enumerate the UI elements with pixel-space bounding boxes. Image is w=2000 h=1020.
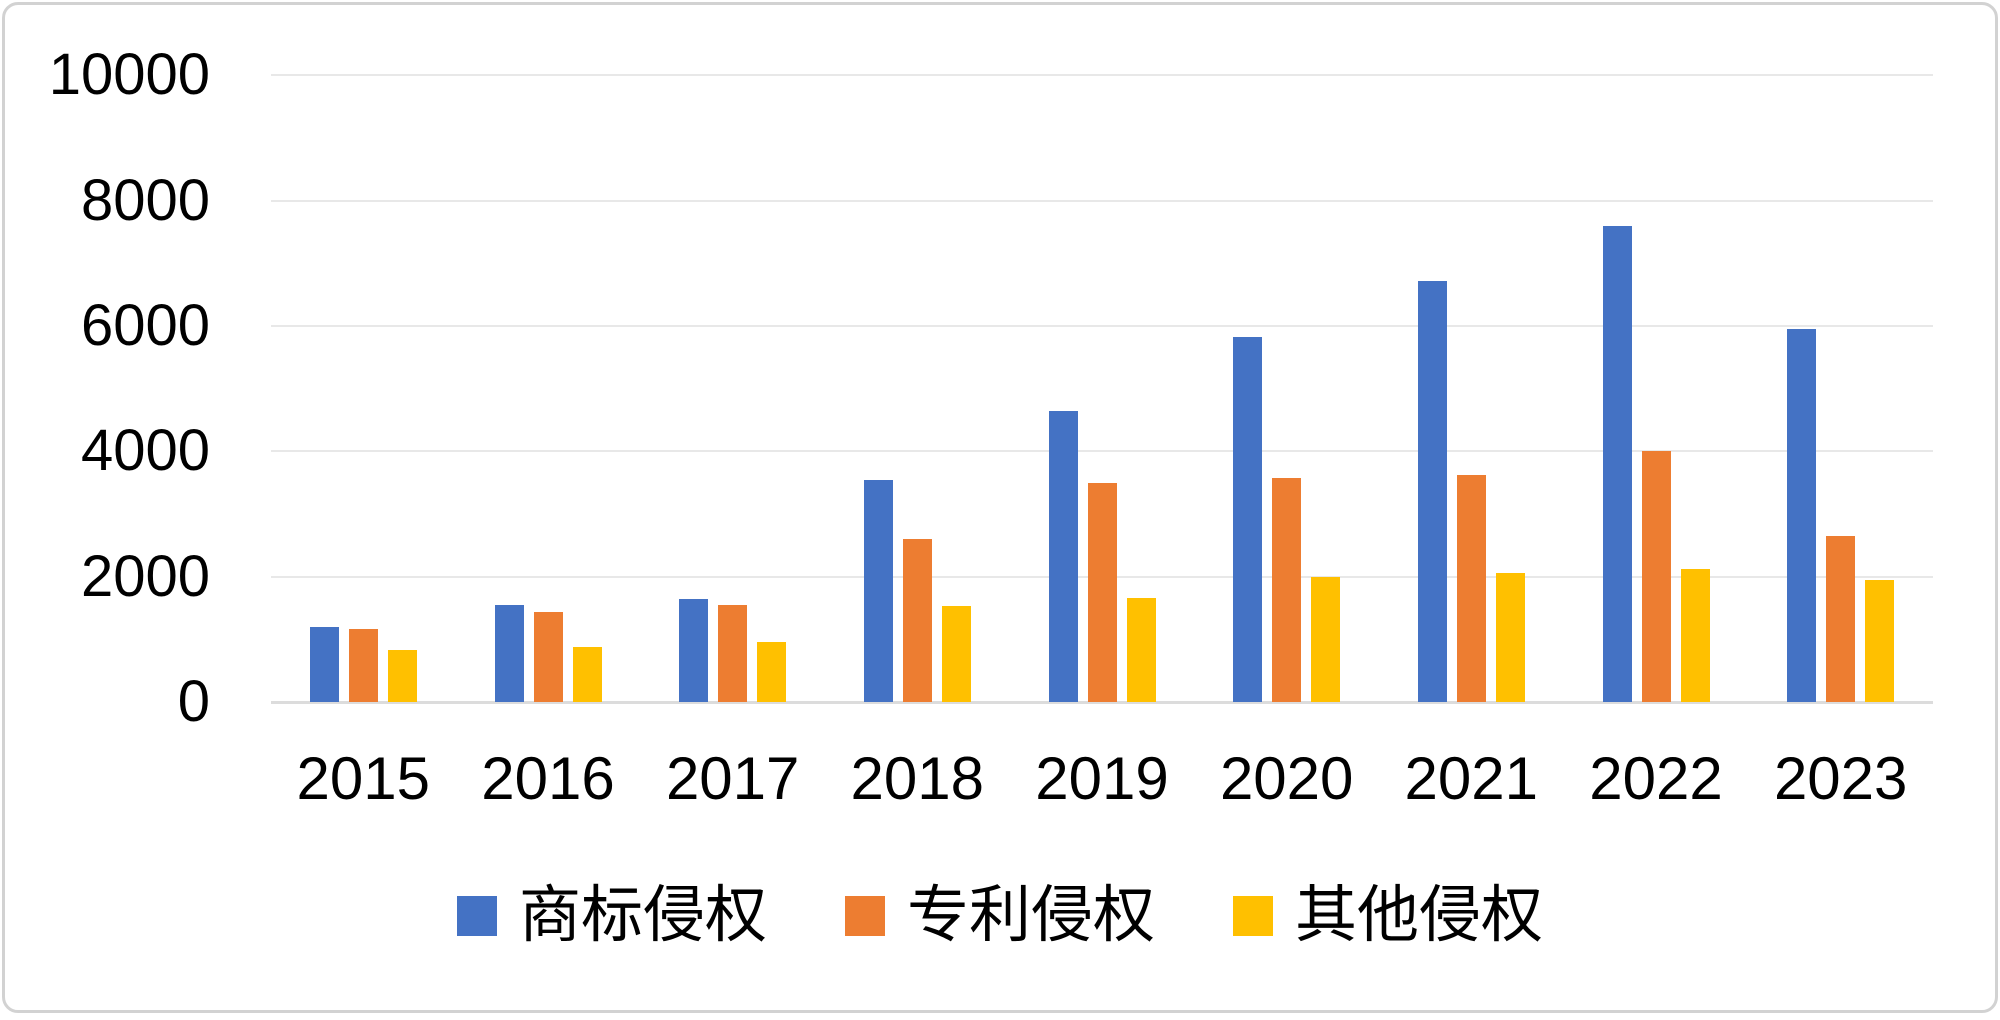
bar-other-2023 — [1865, 580, 1895, 703]
y-axis-tick-label-2000: 2000 — [80, 543, 210, 609]
chart-legend: 商标侵权 专利侵权 其他侵权 — [5, 883, 1995, 949]
bar-other-2017 — [757, 642, 787, 703]
x-axis-label-2016: 2016 — [481, 745, 615, 812]
x-axis-line — [271, 700, 1933, 704]
legend-swatch-patent — [844, 896, 885, 936]
bar-patent-2023 — [1826, 536, 1856, 703]
bar-trademark-2022 — [1602, 225, 1632, 703]
gridline-6000 — [271, 325, 1933, 327]
x-axis-label-2022: 2022 — [1589, 745, 1723, 812]
x-axis-label-2020: 2020 — [1219, 745, 1354, 812]
y-axis-tick-label-8000: 8000 — [80, 167, 210, 233]
bar-patent-2020 — [1272, 478, 1302, 703]
bar-patent-2021 — [1456, 474, 1486, 703]
gridline-10000 — [271, 74, 1933, 76]
bar-trademark-2023 — [1787, 329, 1817, 703]
bar-patent-2019 — [1087, 482, 1117, 703]
x-axis-label-2019: 2019 — [1035, 745, 1169, 812]
legend-item-trademark: 商标侵权 — [456, 882, 767, 950]
bar-other-2018 — [941, 606, 971, 703]
x-axis-label-2021: 2021 — [1404, 745, 1539, 812]
bar-other-2022 — [1680, 569, 1710, 703]
bar-other-2016 — [572, 646, 602, 703]
bar-patent-2015 — [348, 629, 378, 703]
legend-item-patent: 专利侵权 — [844, 882, 1155, 950]
legend-item-other: 其他侵权 — [1233, 883, 1543, 949]
bar-other-2019 — [1126, 597, 1156, 703]
bar-other-2015 — [387, 650, 417, 703]
bar-patent-2022 — [1641, 450, 1671, 703]
x-axis-label-2015: 2015 — [296, 745, 431, 812]
gridline-8000 — [271, 199, 1933, 202]
bar-trademark-2019 — [1048, 410, 1078, 703]
legend-label-trademark: 商标侵权 — [518, 882, 767, 950]
bar-patent-2016 — [533, 612, 563, 703]
y-axis-tick-label-4000: 4000 — [80, 418, 210, 484]
bar-trademark-2021 — [1417, 280, 1447, 703]
y-axis-tick-label-10000: 10000 — [48, 42, 210, 107]
gridline-4000 — [271, 450, 1933, 453]
bar-patent-2017 — [718, 605, 748, 703]
bar-trademark-2017 — [679, 598, 709, 703]
legend-swatch-other — [1233, 896, 1273, 936]
x-axis-label-2023: 2023 — [1773, 745, 1908, 812]
bar-trademark-2016 — [494, 604, 524, 703]
bar-trademark-2018 — [863, 480, 893, 703]
bar-chart-plot-area: 0 2000 4000 6000 8000 10000 2015 2016 2017 2018 20… — [5, 5, 2000, 1020]
bar-other-2021 — [1495, 573, 1525, 703]
legend-label-patent: 专利侵权 — [906, 882, 1155, 950]
x-axis-label-2018: 2018 — [850, 745, 985, 812]
bar-trademark-2020 — [1233, 337, 1263, 703]
legend-swatch-trademark — [456, 896, 497, 936]
bar-trademark-2015 — [309, 627, 339, 703]
x-axis-label-2017: 2017 — [665, 745, 800, 812]
bar-patent-2018 — [902, 538, 932, 703]
bar-other-2020 — [1311, 576, 1341, 703]
y-axis-tick-label-0: 0 — [177, 669, 210, 735]
y-axis-tick-label-6000: 6000 — [80, 293, 210, 358]
legend-label-other: 其他侵权 — [1295, 882, 1544, 950]
